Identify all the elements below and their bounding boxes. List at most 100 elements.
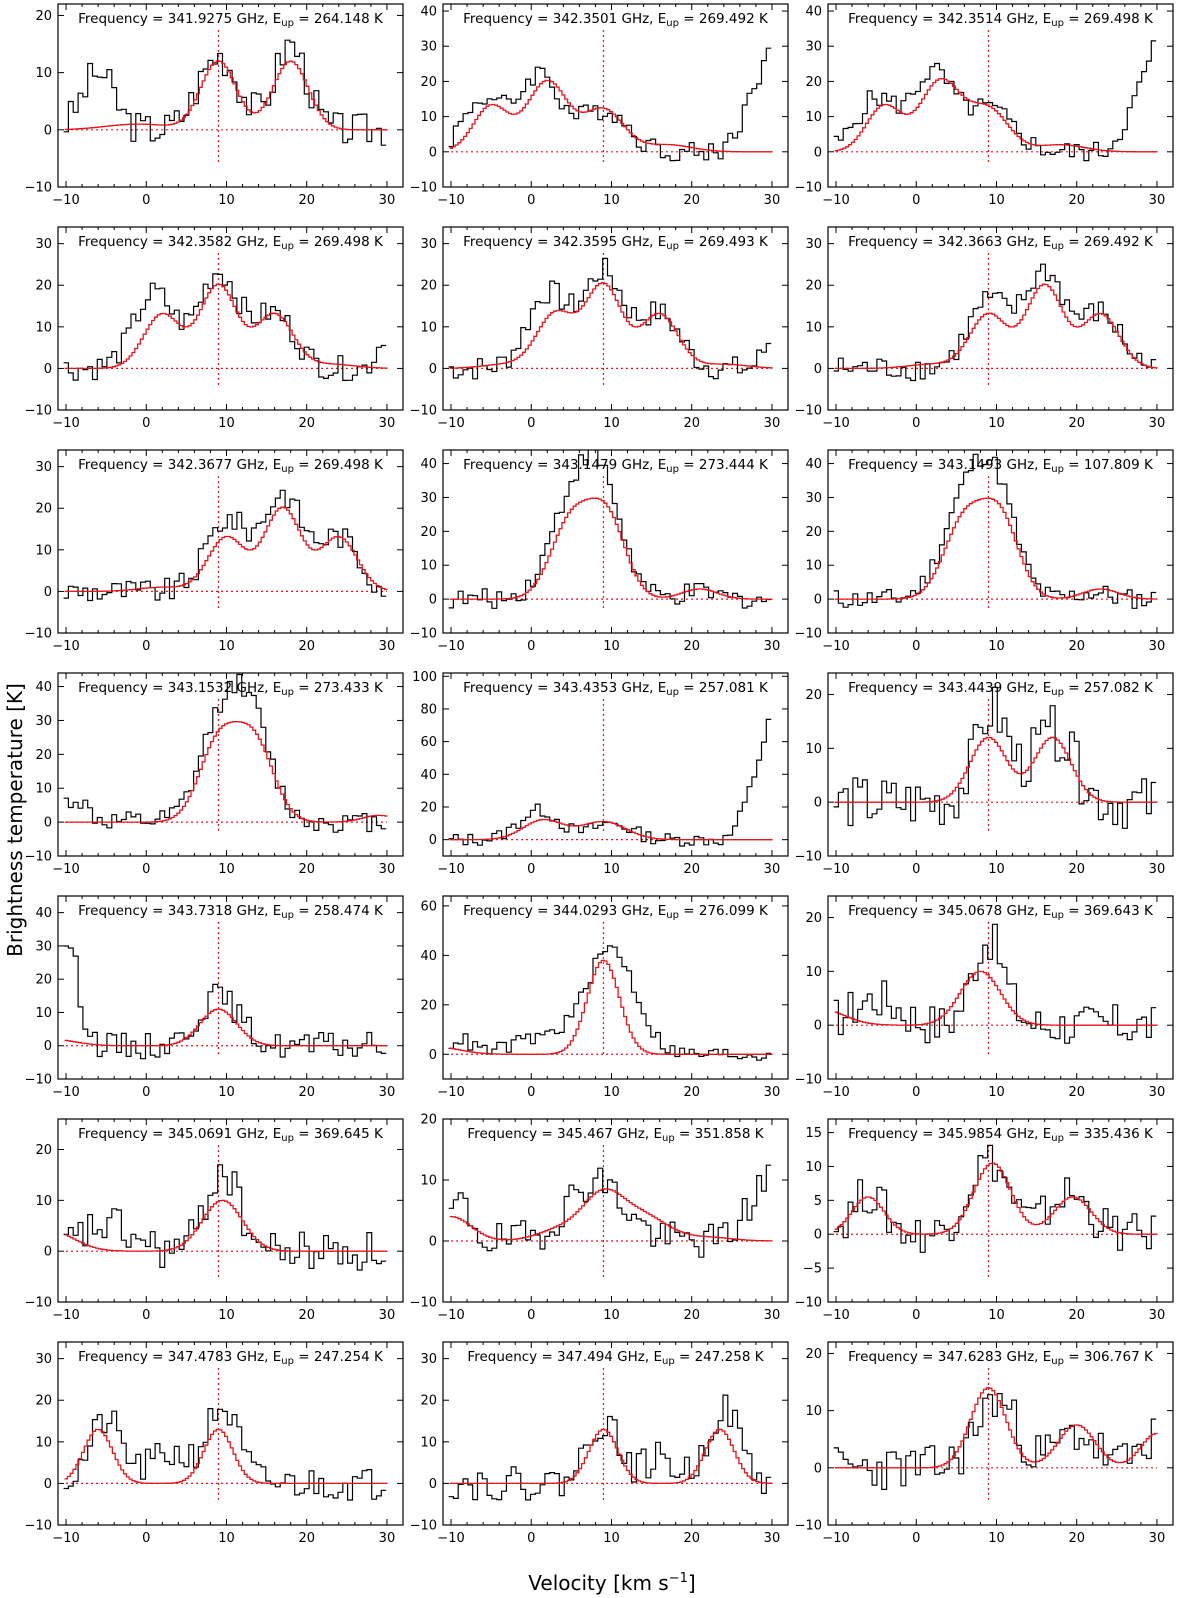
x-tick-label: 20	[298, 193, 315, 208]
y-tick-label: 10	[805, 110, 822, 125]
x-tick-label: 30	[379, 862, 396, 877]
spectrum-panel: −10 0 10 20 30 −10 0 10 20 Frequency = 345.0691 G…	[25, 1118, 404, 1323]
x-tick-label: −10	[52, 1531, 79, 1546]
y-tick-label: 30	[420, 491, 437, 506]
y-tick-label: 30	[35, 237, 52, 252]
y-tick-label: 20	[805, 525, 822, 540]
observed-spectrum	[448, 718, 772, 847]
y-tick-label: 20	[805, 688, 822, 703]
observed-spectrum	[833, 686, 1157, 829]
x-tick-label: 30	[379, 416, 396, 431]
eup-value: = 264.148 K	[294, 11, 384, 27]
y-tick-label: 40	[420, 457, 437, 472]
panel-frame	[827, 1118, 1174, 1303]
y-tick-label: 80	[420, 702, 437, 717]
x-tick-label: −10	[52, 639, 79, 654]
spectrum-panel: −10 0 10 20 30 −10 0 10 20 30 40 Frequency = 342.35…	[795, 3, 1174, 208]
observed-spectrum	[63, 673, 387, 833]
frequency-label: Frequency = 342.3514 GHz, E	[848, 11, 1051, 27]
eup-value: = 247.258 K	[675, 1349, 765, 1365]
eup-value: = 269.492 K	[679, 11, 769, 27]
plot-area	[63, 253, 388, 386]
frequency-label: Frequency = 347.494 GHz, E	[467, 1349, 662, 1365]
x-tick-label: 0	[527, 862, 535, 877]
observed-spectrum	[63, 1408, 387, 1501]
y-tick-label: −10	[795, 404, 822, 419]
panel-frame	[57, 3, 404, 188]
panel-frame	[442, 1341, 789, 1526]
x-tick-label: 30	[1149, 639, 1166, 654]
eup-subscript: up	[281, 1133, 294, 1144]
panel-title: Frequency = 343.7318 GHz, Eup = 258.474 …	[78, 903, 384, 921]
spectrum-panel: −10 0 10 20 30 −10 0 10 20 Frequency = 347.6283 G…	[795, 1341, 1174, 1546]
x-tick-label: 0	[912, 193, 920, 208]
x-tick-label: 10	[218, 416, 235, 431]
x-tick-label: 30	[1149, 1308, 1166, 1323]
x-tick-label: 30	[379, 1085, 396, 1100]
y-tick-label: −10	[25, 1519, 52, 1534]
eup-subscript: up	[281, 1356, 294, 1367]
x-tick-label: 10	[603, 1085, 620, 1100]
x-tick-label: 10	[988, 1085, 1005, 1100]
x-tick-label: 10	[603, 416, 620, 431]
panel-title: Frequency = 342.3501 GHz, Eup = 269.492 …	[463, 11, 769, 29]
y-tick-label: 40	[420, 768, 437, 783]
y-tick-label: 0	[429, 1477, 437, 1492]
observed-spectrum	[63, 273, 387, 381]
x-tick-label: 20	[1068, 1085, 1085, 1100]
frequency-label: Frequency = 345.0678 GHz, E	[848, 903, 1051, 919]
y-tick-label: 10	[805, 965, 822, 980]
panel-title: Frequency = 343.1532 GHz, Eup = 273.433 …	[78, 680, 384, 698]
eup-value: = 257.082 K	[1064, 680, 1154, 696]
frequency-label: Frequency = 345.0691 GHz, E	[78, 1126, 281, 1142]
x-tick-label: 0	[527, 1308, 535, 1323]
model-spectrum	[64, 506, 388, 593]
eup-subscript: up	[1051, 687, 1064, 698]
x-tick-label: 30	[379, 193, 396, 208]
y-tick-label: 30	[35, 714, 52, 729]
observed-spectrum	[448, 450, 772, 609]
x-tick-label: 30	[764, 1085, 781, 1100]
panel-frame	[827, 449, 1174, 634]
y-tick-label: 0	[814, 1228, 822, 1243]
x-tick-label: 20	[298, 1085, 315, 1100]
x-tick-label: −10	[52, 1085, 79, 1100]
x-tick-label: 10	[603, 1308, 620, 1323]
x-tick-label: 0	[912, 862, 920, 877]
panel-frame	[442, 226, 789, 411]
y-tick-label: 20	[35, 1143, 52, 1158]
model-spectrum	[449, 959, 773, 1055]
y-tick-label: 30	[805, 491, 822, 506]
y-tick-label: 40	[805, 457, 822, 472]
spectrum-panel: −10 0 10 20 30 −10 0 10 20 30 Frequency = 342.3663…	[795, 226, 1174, 431]
panel-frame	[827, 895, 1174, 1080]
model-spectrum	[449, 79, 773, 153]
frequency-label: Frequency = 343.4439 GHz, E	[848, 680, 1051, 696]
y-tick-label: 0	[44, 362, 52, 377]
observed-spectrum	[833, 923, 1157, 1044]
panel-title: Frequency = 345.9854 GHz, Eup = 335.436 …	[848, 1126, 1154, 1144]
y-tick-label: 0	[44, 1477, 52, 1492]
model-spectrum	[834, 77, 1158, 153]
y-tick-label: 0	[814, 593, 822, 608]
y-tick-label: 60	[420, 735, 437, 750]
observed-spectrum	[833, 40, 1157, 162]
x-tick-label: 20	[683, 1531, 700, 1546]
x-tick-label: −10	[437, 416, 464, 431]
y-tick-label: 20	[805, 75, 822, 90]
eup-value: = 258.474 K	[294, 903, 384, 919]
panel-title: Frequency = 343.4439 GHz, Eup = 257.082 …	[848, 680, 1154, 698]
x-tick-label: 0	[527, 639, 535, 654]
x-tick-label: −10	[437, 1308, 464, 1323]
frequency-label: Frequency = 347.6283 GHz, E	[848, 1349, 1051, 1365]
x-tick-label: 20	[298, 416, 315, 431]
y-tick-label: 0	[429, 1048, 437, 1063]
eup-subscript: up	[1051, 18, 1064, 29]
panel-title: Frequency = 341.9275 GHz, Eup = 264.148 …	[78, 11, 384, 29]
y-tick-label: −10	[25, 181, 52, 196]
eup-subscript: up	[666, 18, 679, 29]
x-tick-label: 20	[1068, 1308, 1085, 1323]
spectrum-panel: −10 0 10 20 30 −10 0 10 20 30 40 Frequency = 343.73…	[25, 895, 404, 1100]
frequency-label: Frequency = 342.3663 GHz, E	[848, 234, 1051, 250]
